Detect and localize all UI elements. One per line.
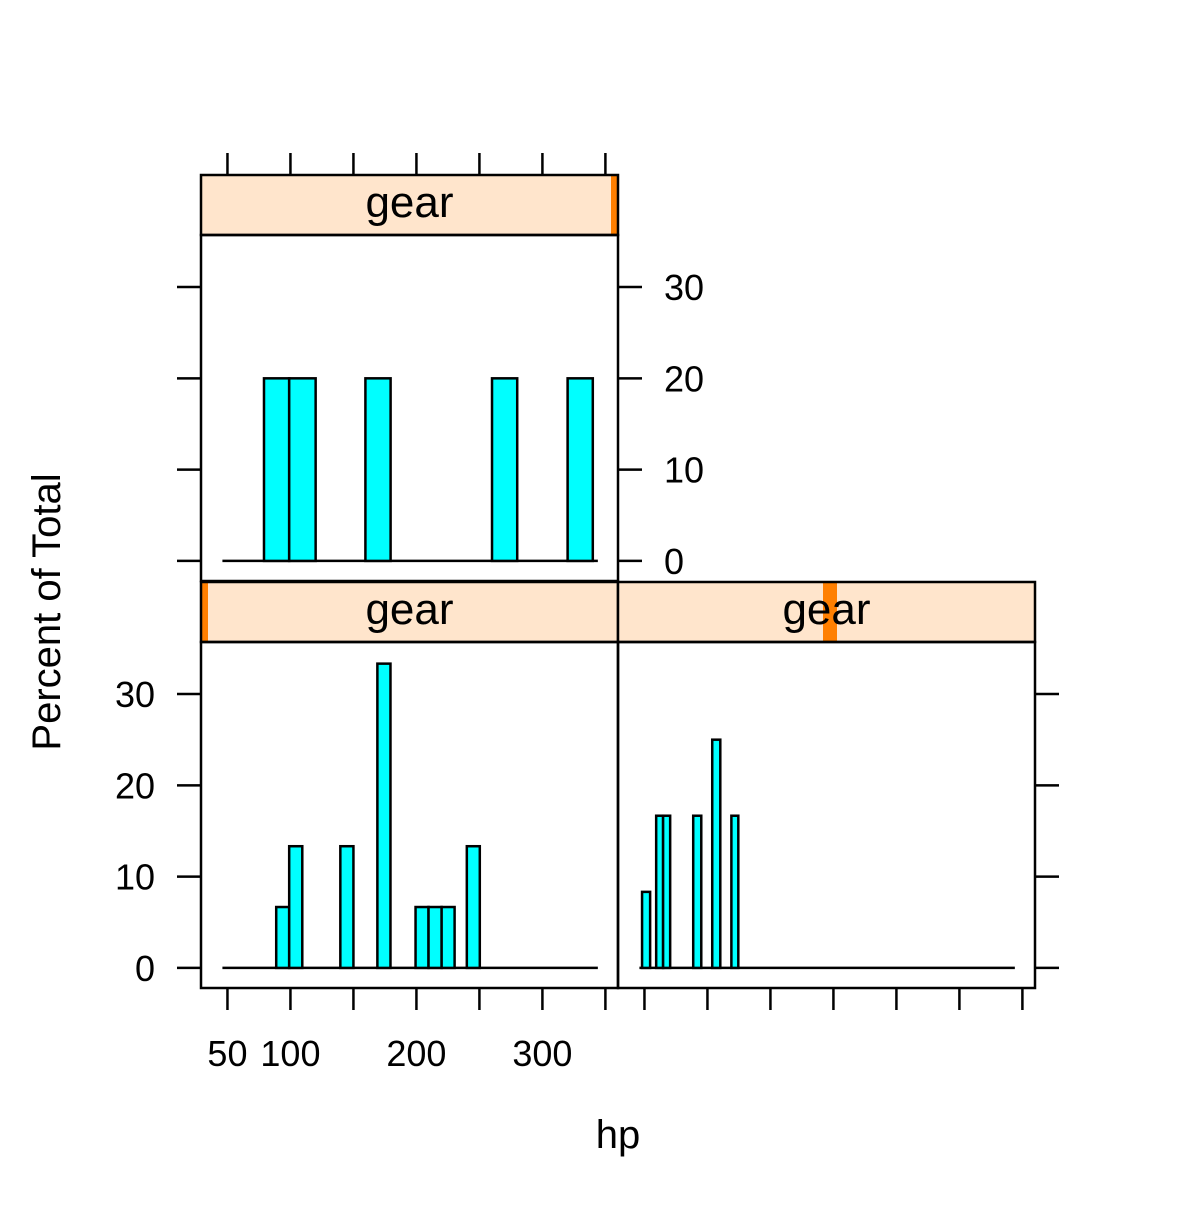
histogram-bar xyxy=(490,377,519,563)
strip-background xyxy=(201,175,618,235)
histogram-bar xyxy=(262,377,291,563)
x-tick-label: 100 xyxy=(260,1033,320,1074)
strip-label: gear xyxy=(782,585,870,634)
y-tick-label: 0 xyxy=(664,541,684,582)
x-tick-label: 50 xyxy=(207,1033,247,1074)
histogram-bar xyxy=(710,738,722,970)
y-tick-label: 30 xyxy=(664,267,704,308)
histogram-bar xyxy=(730,814,740,970)
histogram-bar xyxy=(465,844,482,970)
x-axis-label: hp xyxy=(596,1113,641,1157)
panel-border xyxy=(616,640,1037,990)
histogram-bar xyxy=(566,377,595,563)
strip-label: gear xyxy=(365,178,453,227)
y-tick-label: 20 xyxy=(115,765,155,806)
panel-bottom-right: gear xyxy=(616,580,1059,1010)
strip-level-marker xyxy=(201,582,208,642)
histogram-bar xyxy=(339,844,355,970)
strip-level-marker xyxy=(823,582,837,642)
histogram-bar xyxy=(376,662,392,970)
y-axis-label: Percent of Total xyxy=(25,473,69,750)
strip-level-marker xyxy=(611,175,618,235)
panel-top-left: gear 0 10 20 30 xyxy=(177,153,704,583)
y-tick-label: 20 xyxy=(664,358,704,399)
histogram-bar xyxy=(440,905,456,970)
y-tick-label: 10 xyxy=(664,450,704,491)
strip-label: gear xyxy=(365,585,453,634)
histogram-bar xyxy=(427,905,443,970)
histogram-bar xyxy=(691,814,703,970)
histogram-bar xyxy=(414,905,430,970)
y-tick-label: 0 xyxy=(135,948,155,989)
histogram-bar xyxy=(287,377,317,563)
strip-background xyxy=(201,582,618,642)
histogram-bar xyxy=(661,814,672,970)
x-tick-label: 200 xyxy=(386,1033,446,1074)
histogram-bar xyxy=(640,890,652,970)
histogram-bar xyxy=(287,844,304,970)
y-tick-label: 30 xyxy=(115,674,155,715)
panel-border xyxy=(199,640,620,990)
histogram-bar xyxy=(274,905,291,970)
panel-border xyxy=(199,233,620,583)
panel-bottom-left: gear 50 100 200 300 0 10 20 30 xyxy=(115,580,620,1074)
histogram-bar xyxy=(364,377,392,563)
y-tick-label: 10 xyxy=(115,857,155,898)
x-tick-label: 300 xyxy=(512,1033,572,1074)
